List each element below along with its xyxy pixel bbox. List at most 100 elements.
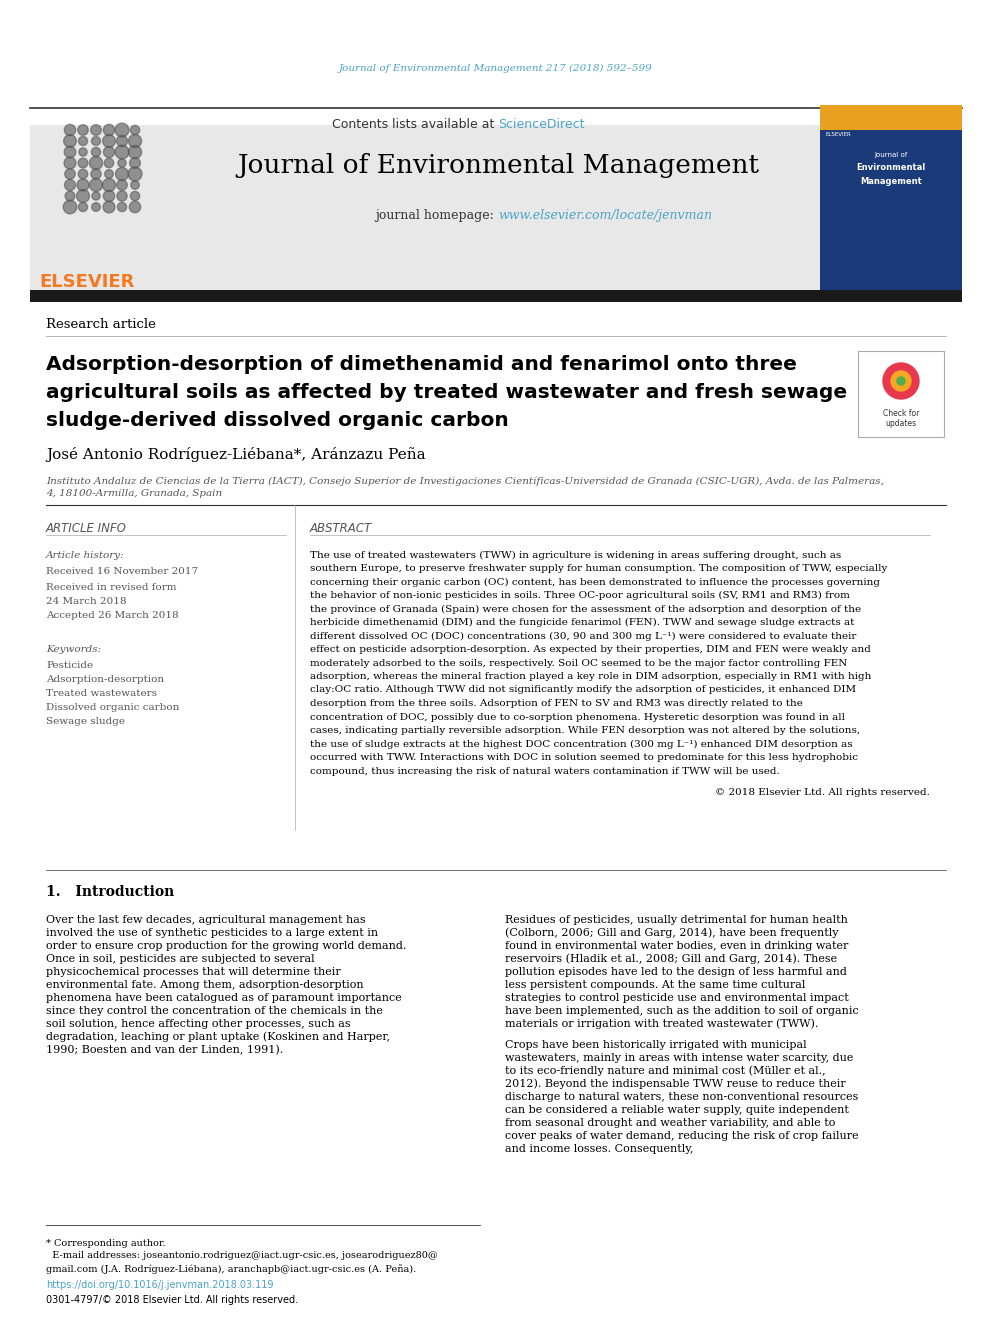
Circle shape: [78, 202, 87, 212]
Text: Received 16 November 2017: Received 16 November 2017: [46, 568, 198, 577]
Text: compound, thus increasing the risk of natural waters contamination if TWW will b: compound, thus increasing the risk of na…: [310, 766, 780, 775]
Circle shape: [130, 126, 140, 135]
Circle shape: [131, 181, 139, 189]
Text: agricultural soils as affected by treated wastewater and fresh sewage: agricultural soils as affected by treate…: [46, 384, 847, 402]
Text: phenomena have been catalogued as of paramount importance: phenomena have been catalogued as of par…: [46, 994, 402, 1003]
Circle shape: [115, 168, 129, 180]
Text: Journal of: Journal of: [874, 152, 908, 157]
Circle shape: [78, 159, 88, 168]
Text: Over the last few decades, agricultural management has: Over the last few decades, agricultural …: [46, 916, 366, 925]
Circle shape: [77, 124, 88, 135]
Text: the use of sludge extracts at the highest DOC concentration (300 mg L⁻¹) enhance: the use of sludge extracts at the highes…: [310, 740, 853, 749]
Text: ABSTRACT: ABSTRACT: [310, 521, 372, 534]
Circle shape: [89, 156, 102, 169]
Circle shape: [117, 180, 127, 191]
Text: southern Europe, to preserve freshwater supply for human consumption. The compos: southern Europe, to preserve freshwater …: [310, 564, 888, 573]
Text: Dissolved organic carbon: Dissolved organic carbon: [46, 703, 180, 712]
Circle shape: [78, 148, 87, 156]
Text: https://doi.org/10.1016/j.jenvman.2018.03.119: https://doi.org/10.1016/j.jenvman.2018.0…: [46, 1279, 274, 1290]
Text: the province of Granada (Spain) were chosen for the assessment of the adsorption: the province of Granada (Spain) were cho…: [310, 605, 861, 614]
Circle shape: [115, 123, 129, 136]
Circle shape: [130, 192, 140, 201]
Text: Check for: Check for: [883, 409, 920, 418]
Text: involved the use of synthetic pesticides to a large extent in: involved the use of synthetic pesticides…: [46, 927, 378, 938]
Circle shape: [64, 124, 75, 136]
Circle shape: [130, 157, 141, 168]
Text: Instituto Andaluz de Ciencias de la Tierra (IACT), Consejo Superior de Investiga: Instituto Andaluz de Ciencias de la Tier…: [46, 476, 884, 486]
Text: Once in soil, pesticides are subjected to several: Once in soil, pesticides are subjected t…: [46, 954, 314, 964]
Text: Journal of Environmental Management 217 (2018) 592–599: Journal of Environmental Management 217 …: [339, 64, 653, 73]
Circle shape: [103, 201, 115, 213]
Text: clay:OC ratio. Although TWW did not significantly modify the adsorption of pesti: clay:OC ratio. Although TWW did not sign…: [310, 685, 856, 695]
Text: can be considered a reliable water supply, quite independent: can be considered a reliable water suppl…: [505, 1105, 849, 1115]
FancyBboxPatch shape: [858, 351, 944, 437]
Text: Received in revised form: Received in revised form: [46, 582, 177, 591]
FancyBboxPatch shape: [820, 124, 962, 290]
Text: since they control the concentration of the chemicals in the: since they control the concentration of …: [46, 1005, 383, 1016]
Circle shape: [117, 191, 127, 201]
Text: 24 March 2018: 24 March 2018: [46, 597, 127, 606]
Text: Accepted 26 March 2018: Accepted 26 March 2018: [46, 611, 179, 620]
Circle shape: [102, 135, 115, 147]
Circle shape: [63, 200, 76, 214]
Circle shape: [897, 377, 905, 385]
Text: www.elsevier.com/locate/jenvman: www.elsevier.com/locate/jenvman: [498, 209, 712, 221]
Text: Adsorption-desorption: Adsorption-desorption: [46, 675, 164, 684]
Circle shape: [883, 363, 919, 400]
Text: found in environmental water bodies, even in drinking water: found in environmental water bodies, eve…: [505, 941, 848, 951]
Text: ELSEVIER: ELSEVIER: [825, 132, 851, 138]
Text: 1990; Boesten and van der Linden, 1991).: 1990; Boesten and van der Linden, 1991).: [46, 1045, 284, 1056]
Text: Residues of pesticides, usually detrimental for human health: Residues of pesticides, usually detrimen…: [505, 916, 848, 925]
Text: wastewaters, mainly in areas with intense water scarcity, due: wastewaters, mainly in areas with intens…: [505, 1053, 853, 1062]
Text: gmail.com (J.A. Rodríguez-Liébana), aranchapb@iact.ugr-csic.es (A. Peña).: gmail.com (J.A. Rodríguez-Liébana), aran…: [46, 1263, 417, 1274]
Text: order to ensure crop production for the growing world demand.: order to ensure crop production for the …: [46, 941, 407, 951]
Circle shape: [891, 370, 911, 392]
Circle shape: [128, 167, 142, 181]
FancyBboxPatch shape: [820, 105, 962, 130]
Circle shape: [78, 136, 87, 146]
Circle shape: [128, 146, 142, 159]
Text: Keywords:: Keywords:: [46, 646, 101, 655]
Circle shape: [64, 180, 75, 191]
Text: (Colborn, 2006; Gill and Garg, 2014), have been frequently: (Colborn, 2006; Gill and Garg, 2014), ha…: [505, 927, 838, 938]
Text: sludge-derived dissolved organic carbon: sludge-derived dissolved organic carbon: [46, 411, 509, 430]
Text: the behavior of non-ionic pesticides in soils. Three OC-poor agricultural soils : the behavior of non-ionic pesticides in …: [310, 591, 850, 601]
Circle shape: [91, 169, 101, 179]
Text: Contents lists available at: Contents lists available at: [331, 119, 498, 131]
Circle shape: [117, 202, 127, 212]
Text: concerning their organic carbon (OC) content, has been demonstrated to influence: concerning their organic carbon (OC) con…: [310, 577, 880, 586]
Text: Environmental: Environmental: [856, 164, 926, 172]
FancyBboxPatch shape: [178, 124, 818, 290]
Circle shape: [92, 192, 100, 200]
Text: Treated wastewaters: Treated wastewaters: [46, 688, 157, 697]
Text: ARTICLE INFO: ARTICLE INFO: [46, 521, 127, 534]
Circle shape: [116, 135, 128, 147]
Circle shape: [76, 189, 89, 202]
Text: desorption from the three soils. Adsorption of FEN to SV and RM3 was directly re: desorption from the three soils. Adsorpt…: [310, 699, 803, 708]
Text: environmental fate. Among them, adsorption-desorption: environmental fate. Among them, adsorpti…: [46, 980, 364, 990]
Circle shape: [91, 147, 100, 156]
Text: soil solution, hence affecting other processes, such as: soil solution, hence affecting other pro…: [46, 1019, 350, 1029]
Circle shape: [91, 136, 100, 146]
Text: José Antonio Rodríguez-Liébana*, Aránzazu Peña: José Antonio Rodríguez-Liébana*, Aránzaz…: [46, 447, 426, 463]
Text: Crops have been historically irrigated with municipal: Crops have been historically irrigated w…: [505, 1040, 806, 1050]
Text: pollution episodes have led to the design of less harmful and: pollution episodes have led to the desig…: [505, 967, 847, 976]
Text: have been implemented, such as the addition to soil of organic: have been implemented, such as the addit…: [505, 1005, 859, 1016]
Circle shape: [77, 179, 89, 191]
Text: effect on pesticide adsorption-desorption. As expected by their properties, DIM : effect on pesticide adsorption-desorptio…: [310, 646, 871, 654]
Text: discharge to natural waters, these non-conventional resources: discharge to natural waters, these non-c…: [505, 1091, 858, 1102]
Circle shape: [91, 202, 100, 212]
Text: materials or irrigation with treated wastewater (TWW).: materials or irrigation with treated was…: [505, 1019, 818, 1029]
Circle shape: [64, 169, 75, 179]
Circle shape: [89, 179, 102, 192]
Text: occurred with TWW. Interactions with DOC in solution seemed to predominate for t: occurred with TWW. Interactions with DOC…: [310, 753, 858, 762]
Text: 4, 18100-Armilla, Granada, Spain: 4, 18100-Armilla, Granada, Spain: [46, 490, 222, 499]
Circle shape: [78, 169, 87, 179]
FancyBboxPatch shape: [30, 124, 962, 290]
Text: Article history:: Article history:: [46, 550, 125, 560]
Circle shape: [104, 159, 114, 168]
Circle shape: [90, 124, 101, 135]
Text: journal homepage:: journal homepage:: [375, 209, 498, 221]
Circle shape: [103, 124, 115, 136]
Text: adsorption, whereas the mineral fraction played a key role in DIM adsorption, es: adsorption, whereas the mineral fraction…: [310, 672, 871, 681]
